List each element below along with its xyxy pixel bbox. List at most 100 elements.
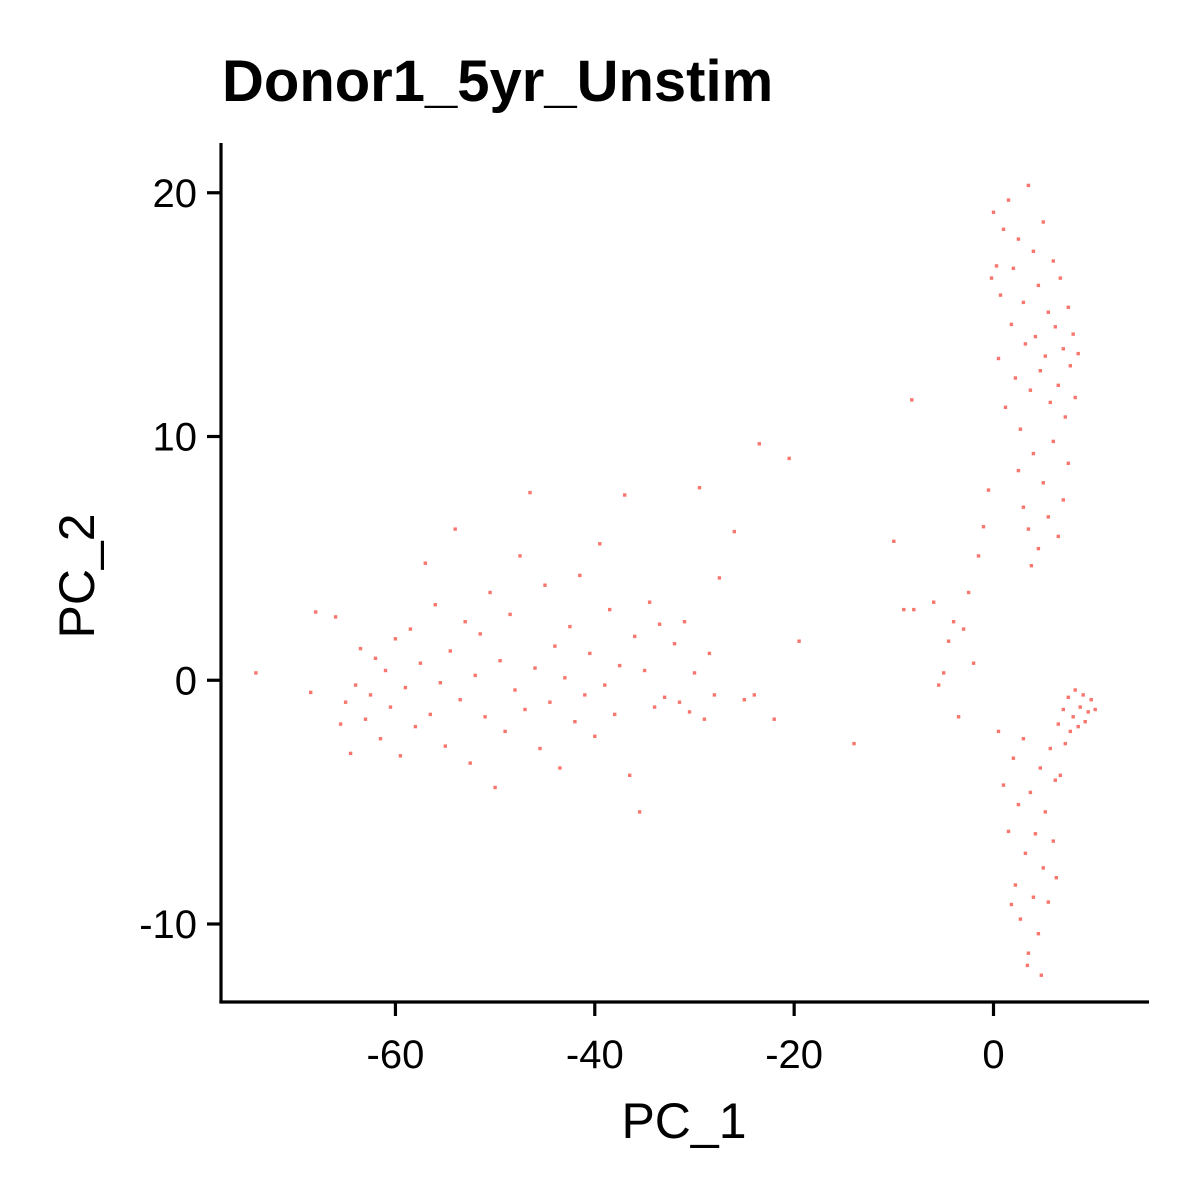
- data-point: [1043, 810, 1047, 814]
- data-point: [951, 620, 956, 624]
- data-point: [358, 646, 363, 651]
- data-point: [1093, 707, 1097, 712]
- data-point: [309, 690, 313, 695]
- data-point: [647, 600, 652, 604]
- data-point: [353, 683, 358, 687]
- data-point: [378, 737, 383, 741]
- data-point: [1068, 729, 1072, 734]
- chart-title: Donor1_5yr_Unstim: [222, 49, 773, 114]
- data-point: [1013, 376, 1018, 380]
- data-point: [578, 573, 582, 578]
- data-point: [343, 700, 348, 704]
- data-point: [652, 705, 657, 709]
- data-point: [932, 600, 936, 604]
- data-point: [513, 688, 517, 692]
- data-point: [1025, 963, 1030, 968]
- x-tick-label: 0: [982, 1033, 1004, 1077]
- data-point: [393, 637, 398, 641]
- data-point: [1063, 415, 1067, 419]
- data-point: [1061, 707, 1065, 712]
- data-point: [966, 590, 971, 595]
- data-point: [633, 634, 637, 639]
- data-point: [732, 529, 736, 534]
- data-point: [1051, 259, 1055, 263]
- data-point: [623, 493, 627, 497]
- data-point: [543, 583, 547, 587]
- data-point: [563, 676, 567, 680]
- x-axis-ticks: -60 -40 -20 0: [367, 1002, 1005, 1077]
- data-point: [533, 666, 537, 670]
- data-point: [657, 622, 662, 626]
- data-point: [443, 744, 447, 748]
- data-point: [603, 683, 607, 687]
- data-point: [1041, 866, 1045, 870]
- data-point: [568, 624, 572, 629]
- data-point: [1031, 451, 1036, 456]
- data-point: [1076, 724, 1080, 729]
- data-point: [937, 683, 941, 687]
- data-point: [483, 715, 487, 719]
- data-point: [478, 632, 482, 636]
- data-point: [1046, 310, 1050, 314]
- data-point: [677, 700, 682, 704]
- y-tick-label: -10: [139, 903, 197, 947]
- data-point: [493, 785, 497, 790]
- data-point: [1009, 902, 1014, 907]
- data-point: [682, 620, 687, 624]
- data-point: [1038, 766, 1042, 770]
- y-tick-label: 20: [153, 172, 198, 216]
- data-point: [1026, 183, 1031, 188]
- data-point: [1056, 722, 1060, 726]
- data-point: [488, 590, 492, 595]
- data-point: [1048, 746, 1052, 751]
- data-point: [503, 729, 507, 734]
- data-point: [593, 734, 597, 738]
- data-point: [1061, 498, 1065, 502]
- data-point: [1071, 715, 1075, 719]
- data-point: [1053, 778, 1057, 782]
- data-point: [398, 754, 403, 758]
- data-point: [702, 717, 707, 721]
- data-point: [1081, 693, 1085, 697]
- data-point: [1078, 705, 1082, 709]
- data-point: [942, 671, 946, 675]
- data-point: [707, 651, 712, 656]
- data-point: [1041, 481, 1045, 485]
- data-point: [1001, 783, 1006, 787]
- data-point: [1073, 395, 1077, 400]
- data-point: [408, 627, 413, 631]
- data-point: [991, 210, 996, 214]
- data-point: [752, 693, 756, 697]
- data-point: [662, 695, 667, 699]
- data-point: [852, 741, 856, 746]
- points-layer: [254, 183, 1097, 977]
- data-point: [1016, 468, 1021, 473]
- x-tick-label: -60: [367, 1033, 425, 1077]
- data-point: [961, 627, 966, 631]
- data-point: [1036, 546, 1041, 551]
- x-tick-label: -20: [765, 1033, 823, 1077]
- data-point: [423, 561, 427, 565]
- data-point: [418, 661, 423, 665]
- x-tick-label: -40: [566, 1033, 624, 1077]
- data-point: [1018, 917, 1023, 921]
- data-point: [463, 620, 467, 624]
- data-point: [598, 542, 602, 546]
- data-point: [1021, 505, 1026, 509]
- data-point: [333, 615, 338, 619]
- data-point: [573, 720, 577, 724]
- data-point: [368, 693, 373, 697]
- data-point: [448, 649, 452, 653]
- data-point: [468, 761, 472, 765]
- data-point: [1056, 383, 1060, 387]
- data-point: [508, 612, 512, 617]
- data-point: [1058, 276, 1062, 280]
- data-point: [1026, 527, 1031, 531]
- data-point: [1003, 405, 1008, 409]
- data-point: [528, 490, 532, 495]
- x-axis-title: PC_1: [621, 1093, 746, 1149]
- data-point: [996, 356, 1001, 361]
- data-point: [538, 746, 542, 751]
- data-point: [373, 656, 378, 660]
- data-point: [1083, 720, 1087, 724]
